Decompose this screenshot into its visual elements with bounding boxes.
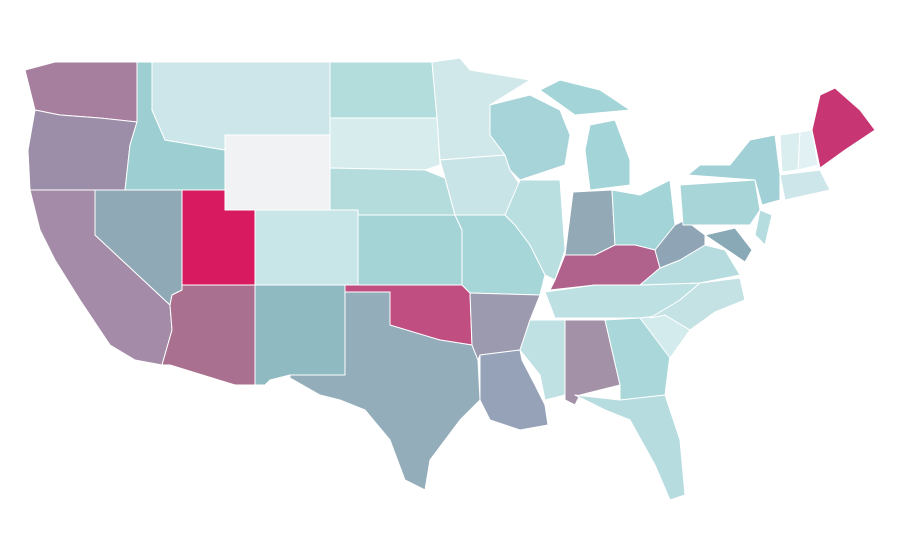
state-region [329, 167, 456, 216]
state-region [329, 117, 441, 171]
state-region [254, 284, 346, 386]
state-region [574, 394, 686, 501]
state-region [539, 79, 631, 116]
state-region [779, 169, 831, 201]
state-region [357, 214, 463, 286]
state-region [649, 277, 746, 331]
state-region [754, 209, 773, 246]
state-region [811, 87, 876, 169]
state-region [654, 219, 706, 269]
state-region [479, 349, 549, 431]
state-region [504, 179, 566, 281]
state-region [489, 94, 571, 181]
state-region [161, 284, 256, 386]
state-region [224, 134, 331, 211]
state-region [704, 227, 753, 263]
state-region [564, 189, 616, 256]
state-region [679, 179, 761, 226]
state-region [27, 109, 138, 191]
state-region [779, 131, 801, 173]
state-region [797, 129, 819, 171]
state-region [687, 134, 781, 206]
state-region [584, 119, 631, 191]
state-region [254, 209, 359, 286]
state-region [289, 291, 481, 491]
state-region [329, 61, 438, 119]
